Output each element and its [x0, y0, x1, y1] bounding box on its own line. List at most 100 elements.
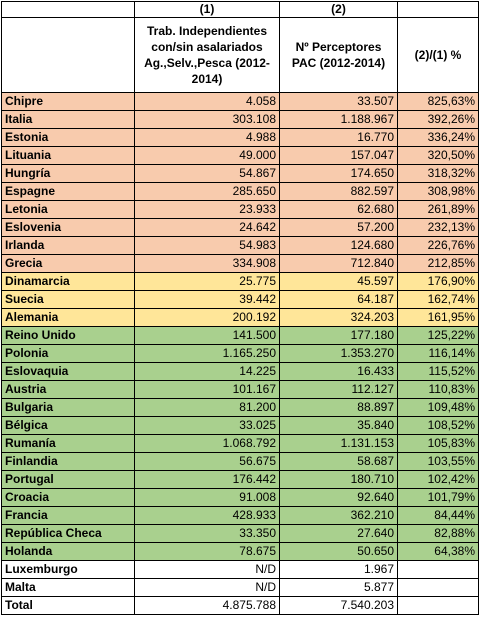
workers-cell: 1.165.250 [134, 344, 280, 363]
table-row: Bulgaria 81.200 88.897 109,48% [1, 398, 479, 417]
pac-cell: 1.188.967 [279, 110, 398, 129]
workers-cell: 81.200 [134, 398, 280, 417]
country-cell: Malta [1, 578, 135, 597]
table-row: Reino Unido 141.500 177.180 125,22% [1, 326, 479, 345]
workers-cell: 176.442 [134, 470, 280, 489]
ratio-cell: 261,89% [397, 200, 479, 219]
table-row: Luxemburgo N/D 1.967 [1, 560, 479, 579]
total-row: Total 4.875.788 7.540.203 [1, 596, 479, 615]
workers-cell: 141.500 [134, 326, 280, 345]
country-cell: República Checa [1, 524, 135, 543]
workers-cell: 54.983 [134, 236, 280, 255]
header-index-ratio [397, 1, 479, 18]
workers-cell: 78.675 [134, 542, 280, 561]
ratio-cell [397, 560, 479, 579]
table-row: Francia 428.933 362.210 84,44% [1, 506, 479, 525]
ratio-cell: 105,83% [397, 434, 479, 453]
country-cell: Alemania [1, 308, 135, 327]
pac-cell: 174.650 [279, 164, 398, 183]
workers-cell: 428.933 [134, 506, 280, 525]
country-cell: Bélgica [1, 416, 135, 435]
pac-cell: 112.127 [279, 380, 398, 399]
workers-cell: 33.025 [134, 416, 280, 435]
workers-cell: 56.675 [134, 452, 280, 471]
pac-cell: 57.200 [279, 218, 398, 237]
country-cell: Reino Unido [1, 326, 135, 345]
ratio-cell: 102,42% [397, 470, 479, 489]
table-row: Bélgica 33.025 35.840 108,52% [1, 416, 479, 435]
header-ratio-title: (2)/(1) % [397, 17, 479, 93]
ratio-cell: 232,13% [397, 218, 479, 237]
table-row: Rumanía 1.068.792 1.131.153 105,83% [1, 434, 479, 453]
ratio-cell: 84,44% [397, 506, 479, 525]
country-cell: Grecia [1, 254, 135, 273]
ratio-cell: 101,79% [397, 488, 479, 507]
ratio-cell: 176,90% [397, 272, 479, 291]
ratio-cell: 320,50% [397, 146, 479, 165]
workers-cell: N/D [134, 578, 280, 597]
country-cell: Letonia [1, 200, 135, 219]
table-row: Grecia 334.908 712.840 212,85% [1, 254, 479, 273]
table-row: Letonia 23.933 62.680 261,89% [1, 200, 479, 219]
table-row: Irlanda 54.983 124.680 226,76% [1, 236, 479, 255]
table-body: Chipre 4.058 33.507 825,63% Italia 303.1… [1, 92, 479, 615]
ratio-cell: 308,98% [397, 182, 479, 201]
ratio-cell: 64,38% [397, 542, 479, 561]
table-row: Hungría 54.867 174.650 318,32% [1, 164, 479, 183]
country-cell: Austria [1, 380, 135, 399]
table-row: Chipre 4.058 33.507 825,63% [1, 92, 479, 111]
header-index-row: (1) (2) [1, 1, 479, 18]
country-cell: Italia [1, 110, 135, 129]
table-row: Finlandia 56.675 58.687 103,55% [1, 452, 479, 471]
ratio-cell: 125,22% [397, 326, 479, 345]
ratio-cell: 392,26% [397, 110, 479, 129]
country-cell: Francia [1, 506, 135, 525]
table-row: Croacia 91.008 92.640 101,79% [1, 488, 479, 507]
pac-cell: 27.640 [279, 524, 398, 543]
country-cell: Espagne [1, 182, 135, 201]
ratio-cell: 318,32% [397, 164, 479, 183]
workers-cell: 39.442 [134, 290, 280, 309]
pac-cell: 88.897 [279, 398, 398, 417]
country-cell: Finlandia [1, 452, 135, 471]
workers-cell: 101.167 [134, 380, 280, 399]
table-row: Malta N/D 5.877 [1, 578, 479, 597]
workers-cell: 1.068.792 [134, 434, 280, 453]
country-cell: Rumanía [1, 434, 135, 453]
pac-cell: 362.210 [279, 506, 398, 525]
table-row: Espagne 285.650 882.597 308,98% [1, 182, 479, 201]
country-cell: Eslovaquia [1, 362, 135, 381]
ratio-cell: 212,85% [397, 254, 479, 273]
ratio-cell: 103,55% [397, 452, 479, 471]
table-row: Portugal 176.442 180.710 102,42% [1, 470, 479, 489]
ratio-cell: 109,48% [397, 398, 479, 417]
table-row: Eslovaquia 14.225 16.433 115,52% [1, 362, 479, 381]
workers-cell: 54.867 [134, 164, 280, 183]
table-row: Alemania 200.192 324.203 161,95% [1, 308, 479, 327]
country-cell: Dinamarcia [1, 272, 135, 291]
country-cell: Holanda [1, 542, 135, 561]
ratio-cell: 336,24% [397, 128, 479, 147]
header-index-country [1, 1, 135, 18]
pac-cell: 124.680 [279, 236, 398, 255]
workers-cell: 303.108 [134, 110, 280, 129]
table-row: Polonia 1.165.250 1.353.270 116,14% [1, 344, 479, 363]
table-row: Eslovenia 24.642 57.200 232,13% [1, 218, 479, 237]
pac-cell: 92.640 [279, 488, 398, 507]
header-index-col1: (1) [134, 1, 280, 18]
table-row: Lituania 49.000 157.047 320,50% [1, 146, 479, 165]
country-cell: Portugal [1, 470, 135, 489]
workers-cell: 23.933 [134, 200, 280, 219]
header-country-cell [1, 17, 135, 93]
ratio-cell: 110,83% [397, 380, 479, 399]
pac-cell: 324.203 [279, 308, 398, 327]
pac-cell: 16.770 [279, 128, 398, 147]
country-cell: Polonia [1, 344, 135, 363]
workers-cell: 24.642 [134, 218, 280, 237]
ratio-cell [397, 578, 479, 597]
total-label: Total [1, 596, 135, 615]
ratio-cell: 82,88% [397, 524, 479, 543]
table-row: Estonia 4.988 16.770 336,24% [1, 128, 479, 147]
